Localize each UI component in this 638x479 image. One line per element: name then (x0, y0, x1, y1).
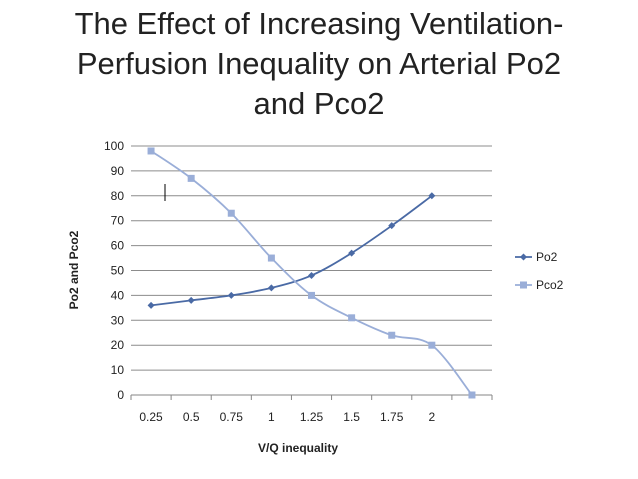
y-tick-label: 80 (111, 189, 125, 203)
x-tick-label: 1.5 (343, 410, 360, 424)
x-axis-title: V/Q inequality (258, 441, 338, 455)
data-point-po2 (227, 291, 235, 299)
x-tick-labels: 0.25 0.5 0.75 1 1.25 1.5 1.75 2 (130, 395, 493, 424)
data-point-pco2 (348, 314, 356, 322)
chart-title: The Effect of Increasing Ventilation- Pe… (0, 4, 638, 124)
y-tick-label: 100 (104, 139, 124, 153)
x-tick-label: 1.25 (300, 410, 324, 424)
data-point-po2 (147, 301, 155, 309)
y-axis-title: Po2 and Pco2 (67, 230, 81, 309)
y-tick-label: 30 (111, 313, 125, 327)
series-group (147, 147, 476, 399)
legend-label-po2: Po2 (536, 250, 558, 264)
title-line-1: The Effect of Increasing Ventilation- (74, 6, 564, 41)
y-tick-label: 10 (111, 363, 125, 377)
data-point-pco2 (308, 291, 315, 299)
title-line-3: and Pco2 (253, 86, 385, 121)
data-point-po2 (308, 271, 315, 279)
x-tick-label: 0.5 (183, 410, 200, 424)
y-tick-label: 60 (111, 239, 125, 253)
x-tick-label: 0.25 (139, 410, 163, 424)
legend-label-pco2: Pco2 (536, 278, 564, 292)
y-tick-label: 50 (111, 264, 125, 278)
y-tick-label: 20 (111, 338, 125, 352)
data-point-po2 (388, 222, 396, 230)
data-point-pco2 (468, 391, 476, 399)
data-point-po2 (348, 249, 356, 257)
data-point-pco2 (227, 209, 235, 217)
data-point-pco2 (267, 254, 275, 262)
data-point-pco2 (147, 147, 155, 155)
y-tick-label: 70 (111, 214, 125, 228)
series-line-po2 (150, 195, 433, 307)
x-tick-label: 1.75 (380, 410, 404, 424)
x-tick-label: 0.75 (220, 410, 244, 424)
title-line-2: Perfusion Inequality on Arterial Po2 (76, 46, 562, 81)
legend-marker-pco2 (520, 281, 527, 289)
x-tick-label: 1 (268, 410, 275, 424)
data-point-po2 (428, 192, 436, 200)
legend: Po2 Pco2 (515, 250, 564, 292)
data-point-po2 (267, 284, 275, 292)
legend-marker-po2 (520, 253, 527, 261)
y-tick-label: 40 (111, 288, 125, 302)
data-point-pco2 (428, 341, 436, 349)
data-point-pco2 (187, 174, 195, 182)
x-tick-label: 2 (428, 410, 435, 424)
y-tick-label: 0 (117, 388, 124, 402)
gridlines (131, 145, 492, 396)
y-tick-labels: 0 10 20 30 40 50 60 70 80 90 100 (104, 139, 124, 402)
y-tick-label: 90 (111, 164, 125, 178)
data-point-pco2 (388, 331, 396, 339)
data-point-po2 (187, 296, 195, 304)
